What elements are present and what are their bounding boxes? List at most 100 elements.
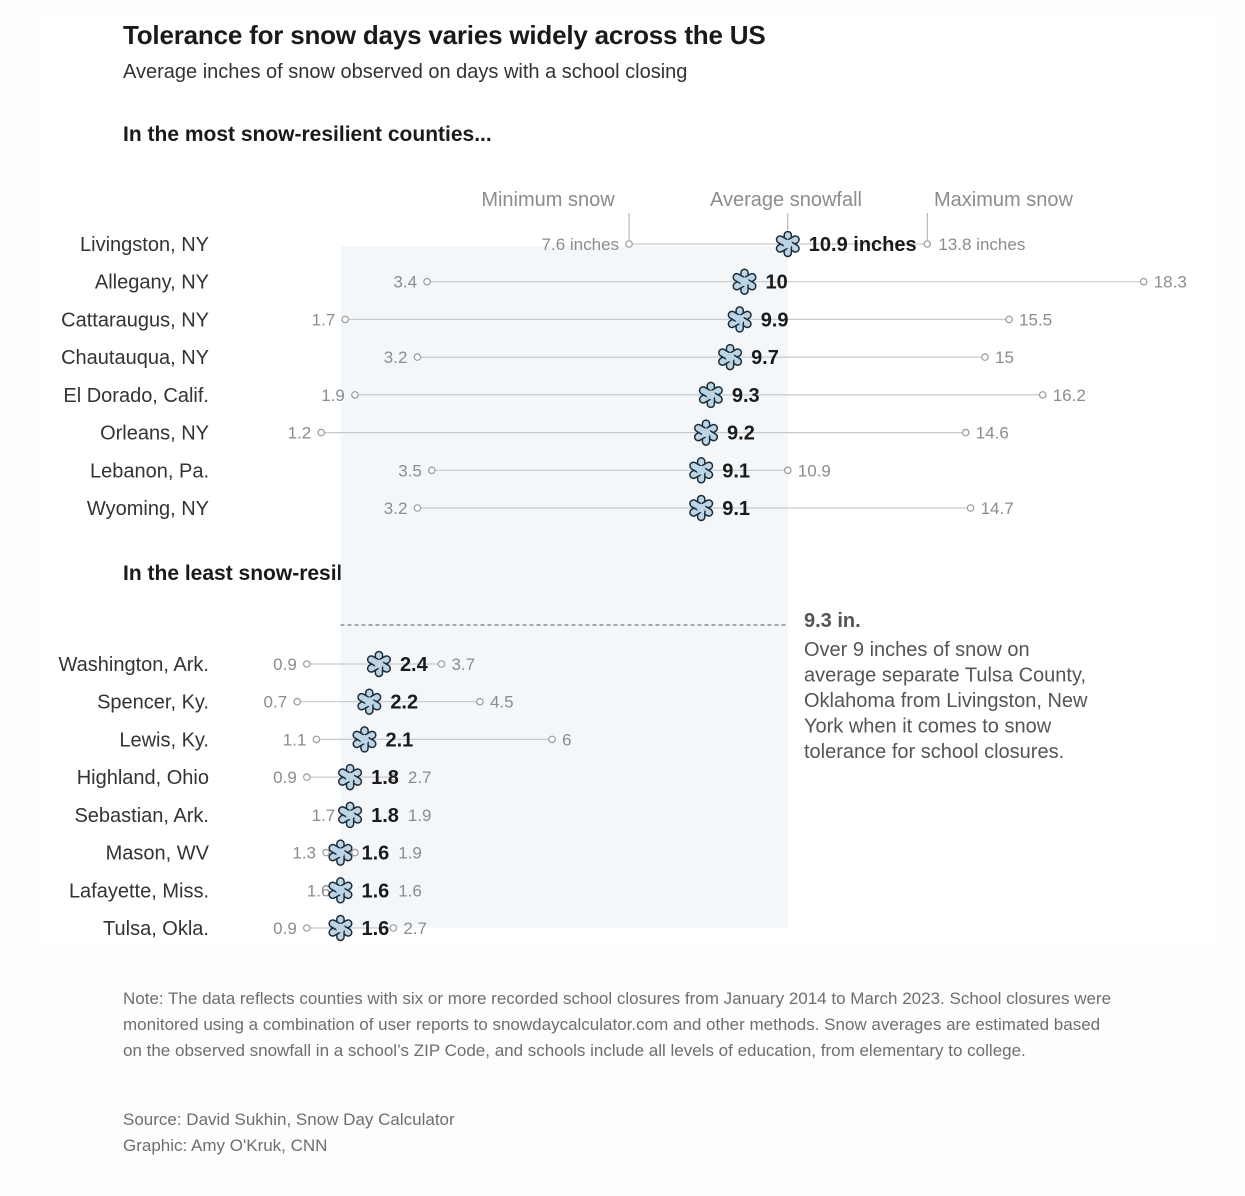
- min-marker: [428, 466, 436, 475]
- snowflake-center: [706, 390, 716, 400]
- county-label: Washington, Ark.: [59, 654, 209, 676]
- snowflake-center: [783, 239, 793, 249]
- average-value-label: 9.1: [722, 460, 750, 482]
- average-value-label: 10.9 inches: [809, 234, 917, 256]
- chart-subtitle: Average inches of snow observed on days …: [123, 61, 688, 83]
- average-snowflake-marker: [366, 650, 391, 678]
- average-snowflake-marker: [698, 381, 723, 409]
- average-value-label: 9.2: [727, 423, 755, 445]
- county-label: Spencer, Ky.: [97, 692, 209, 714]
- min-marker: [317, 428, 326, 437]
- max-value-label: 4.5: [490, 693, 514, 712]
- county-label: Tulsa, Okla.: [103, 918, 209, 940]
- max-value-label: 1.9: [398, 844, 422, 863]
- max-value-label: 15: [995, 348, 1014, 367]
- annotation-difference-value: 9.3 in.: [804, 610, 861, 632]
- county-label: Lewis, Ky.: [119, 729, 209, 751]
- average-value-label: 9.3: [732, 385, 760, 407]
- graphic-credit: Graphic: Amy O'Kruk, CNN: [123, 1136, 328, 1155]
- max-value-label: 16.2: [1053, 386, 1086, 405]
- annotation-text-line: Over 9 inches of snow on: [804, 639, 1030, 661]
- average-snowflake-marker: [328, 914, 353, 942]
- min-value-label: 0.9: [273, 768, 297, 787]
- min-value-label: 0.9: [273, 919, 297, 938]
- min-marker: [413, 353, 422, 361]
- dot-range-chart: Livingston, NY 7.6 inches 13.8 inches 10.9 …: [59, 189, 1187, 942]
- snowflake-center: [364, 697, 374, 707]
- max-value-label: 18.3: [1154, 273, 1187, 292]
- average-value-label: 2.1: [386, 729, 414, 751]
- county-label: Allegany, NY: [95, 272, 209, 294]
- average-snowflake-marker: [732, 268, 757, 295]
- min-marker: [322, 848, 330, 857]
- county-label: Lebanon, Pa.: [90, 460, 209, 482]
- footnote: Note: The data reflects counties with si…: [123, 989, 1112, 1060]
- annotation-text-line: average separate Tulsa County,: [804, 665, 1086, 687]
- min-marker: [423, 277, 431, 286]
- max-value-label: 14.6: [976, 424, 1009, 443]
- average-range-band: [340, 246, 788, 928]
- county-label: Sebastian, Ark.: [74, 805, 209, 827]
- min-value-label: 0.7: [264, 693, 288, 712]
- max-marker: [923, 240, 932, 248]
- snowflake-center: [374, 659, 384, 669]
- min-value-label: 3.2: [384, 499, 408, 518]
- average-snowflake-marker: [328, 877, 353, 904]
- min-value-label: 3.2: [384, 348, 408, 367]
- county-label: Lafayette, Miss.: [69, 880, 209, 902]
- county-label: Chautauqua, NY: [61, 347, 209, 369]
- min-value-label: 7.6 inches: [542, 235, 620, 254]
- average-value-label: 2.4: [400, 654, 429, 676]
- min-value-label: 1.7: [312, 310, 336, 329]
- snowflake-center: [345, 810, 355, 820]
- county-label: Livingston, NY: [80, 234, 209, 256]
- legend-minimum-snow: Minimum snow: [481, 189, 615, 211]
- county-label: Highland, Ohio: [77, 767, 209, 789]
- snowflake-center: [345, 772, 355, 782]
- average-snowflake-marker: [357, 688, 382, 715]
- max-value-label: 15.5: [1019, 310, 1052, 329]
- min-value-label: 3.5: [398, 461, 422, 480]
- max-marker: [351, 848, 359, 857]
- max-value-label: 3.7: [451, 655, 475, 674]
- max-marker: [783, 466, 792, 475]
- average-value-label: 10: [766, 272, 788, 294]
- min-marker: [302, 660, 311, 668]
- max-value-label: 6: [562, 730, 571, 749]
- min-marker: [312, 735, 321, 744]
- average-snowflake-marker: [328, 839, 353, 866]
- county-label: Orleans, NY: [100, 423, 209, 445]
- legend-average-snowfall: Average snowfall: [710, 189, 862, 211]
- max-value-label: 2.7: [408, 768, 432, 787]
- average-snowflake-marker: [727, 306, 752, 333]
- average-snowflake-marker: [338, 801, 363, 829]
- max-value-label: 2.7: [403, 919, 427, 938]
- county-label: El Dorado, Calif.: [63, 385, 209, 407]
- snowflake-center: [740, 277, 749, 287]
- average-value-label: 1.6: [361, 880, 389, 902]
- min-marker: [293, 697, 301, 706]
- min-marker: [302, 924, 311, 932]
- average-snowflake-marker: [693, 419, 719, 446]
- average-value-label: 1.6: [361, 918, 389, 940]
- min-value-label: 3.4: [393, 273, 417, 292]
- snowflake-center: [696, 503, 706, 513]
- annotation-text-line: tolerance for school closures.: [804, 741, 1064, 763]
- min-marker: [351, 391, 359, 399]
- max-value-label: 1.6: [398, 881, 422, 900]
- max-marker: [981, 353, 989, 361]
- average-value-label: 2.2: [390, 692, 418, 714]
- min-marker: [413, 504, 422, 512]
- snowflake-center: [735, 315, 745, 324]
- chart-title: Tolerance for snow days varies widely ac…: [123, 20, 766, 50]
- snowflake-center: [336, 848, 345, 857]
- average-value-label: 1.8: [371, 767, 399, 789]
- average-snowflake-marker: [718, 343, 743, 371]
- max-value-label: 1.9: [408, 806, 432, 825]
- min-value-label: 1.7: [312, 806, 336, 825]
- min-value-label: 1.3: [292, 844, 316, 863]
- snowflake-center: [336, 923, 345, 933]
- min-marker: [302, 773, 311, 781]
- min-value-label: 1.6: [307, 881, 331, 900]
- max-marker: [437, 660, 446, 668]
